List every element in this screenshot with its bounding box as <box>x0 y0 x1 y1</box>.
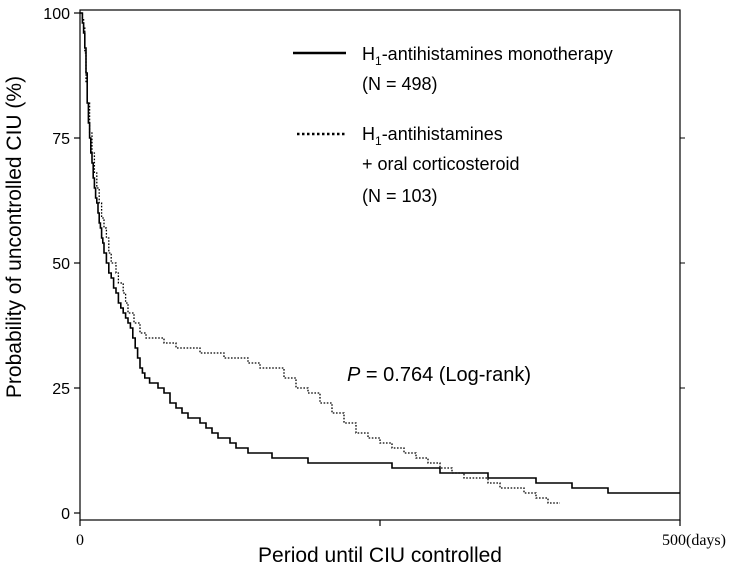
y-axis: 0 25 50 75 100 <box>43 6 685 523</box>
legend-label-combination: H1-antihistamines <box>362 124 503 148</box>
legend-n-combination: (N = 103) <box>362 186 438 206</box>
curve-monotherapy <box>80 12 680 494</box>
x-tick-label: 500(days) <box>662 532 726 549</box>
y-tick-label: 100 <box>43 6 70 23</box>
legend-label-monotherapy: H1-antihistamines monotherapy <box>362 44 613 68</box>
y-tick-label: 50 <box>52 256 70 273</box>
curve-combination <box>80 12 560 504</box>
pvalue-annotation: P = 0.764 (Log-rank) <box>347 364 531 386</box>
y-axis-label-text: Probability of uncontrolled CIU (%) <box>3 75 26 399</box>
y-tick-label: 0 <box>61 506 70 523</box>
legend: H1-antihistamines monotherapy (N = 498) … <box>293 44 613 206</box>
x-axis: 0 500(days) <box>76 520 726 549</box>
y-tick-label: 75 <box>52 131 70 148</box>
legend-label-combination-line2: + oral corticosteroid <box>362 154 520 174</box>
y-tick-label: 25 <box>52 381 70 398</box>
x-tick-label: 0 <box>76 532 84 549</box>
legend-n-monotherapy: (N = 498) <box>362 74 438 94</box>
x-axis-label: Period until CIU controlled <box>258 544 502 567</box>
survival-curves <box>80 12 680 504</box>
